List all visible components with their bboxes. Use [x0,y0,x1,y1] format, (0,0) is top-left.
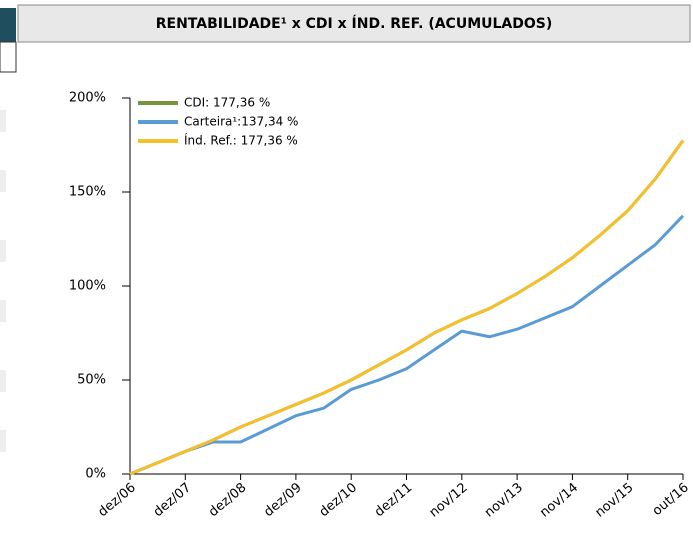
series-line [129,139,685,476]
x-tick-label: dez/10 [317,480,360,520]
x-tick-label: nov/14 [537,480,581,520]
legend-label: CDI: 177,36 % [184,96,270,110]
y-tick-label: 150% [69,185,106,200]
side-panel [0,8,16,42]
chart-title: RENTABILIDADE¹ x CDI x ÍND. REF. (ACUMUL… [156,15,553,32]
series-line [129,214,685,476]
side-panel [0,300,6,322]
title-box [17,4,691,43]
x-tick-label: nov/13 [482,480,526,520]
x-tick-label: dez/08 [206,480,249,520]
side-panel [0,110,6,132]
legend-label: Índ. Ref.: 177,36 % [184,133,298,148]
x-tick-label: nov/15 [593,480,637,520]
side-panel [0,430,6,452]
x-tick-label: dez/11 [372,480,415,520]
x-tick-label: dez/06 [95,480,138,520]
y-tick-label: 50% [77,373,106,388]
x-tick-label: dez/09 [261,480,304,520]
y-tick-label: 0% [85,467,106,482]
x-tick-label: out/16 [650,480,692,519]
side-panel [0,370,6,392]
side-panel [0,41,17,73]
y-tick-label: 200% [69,91,106,106]
side-panel [0,170,6,192]
side-panel [0,240,6,262]
legend-label: Carteira¹:137,34 % [184,115,298,129]
y-tick-label: 100% [69,279,106,294]
series-line [129,139,685,476]
x-tick-label: nov/12 [427,480,471,520]
x-tick-label: dez/07 [151,480,194,520]
